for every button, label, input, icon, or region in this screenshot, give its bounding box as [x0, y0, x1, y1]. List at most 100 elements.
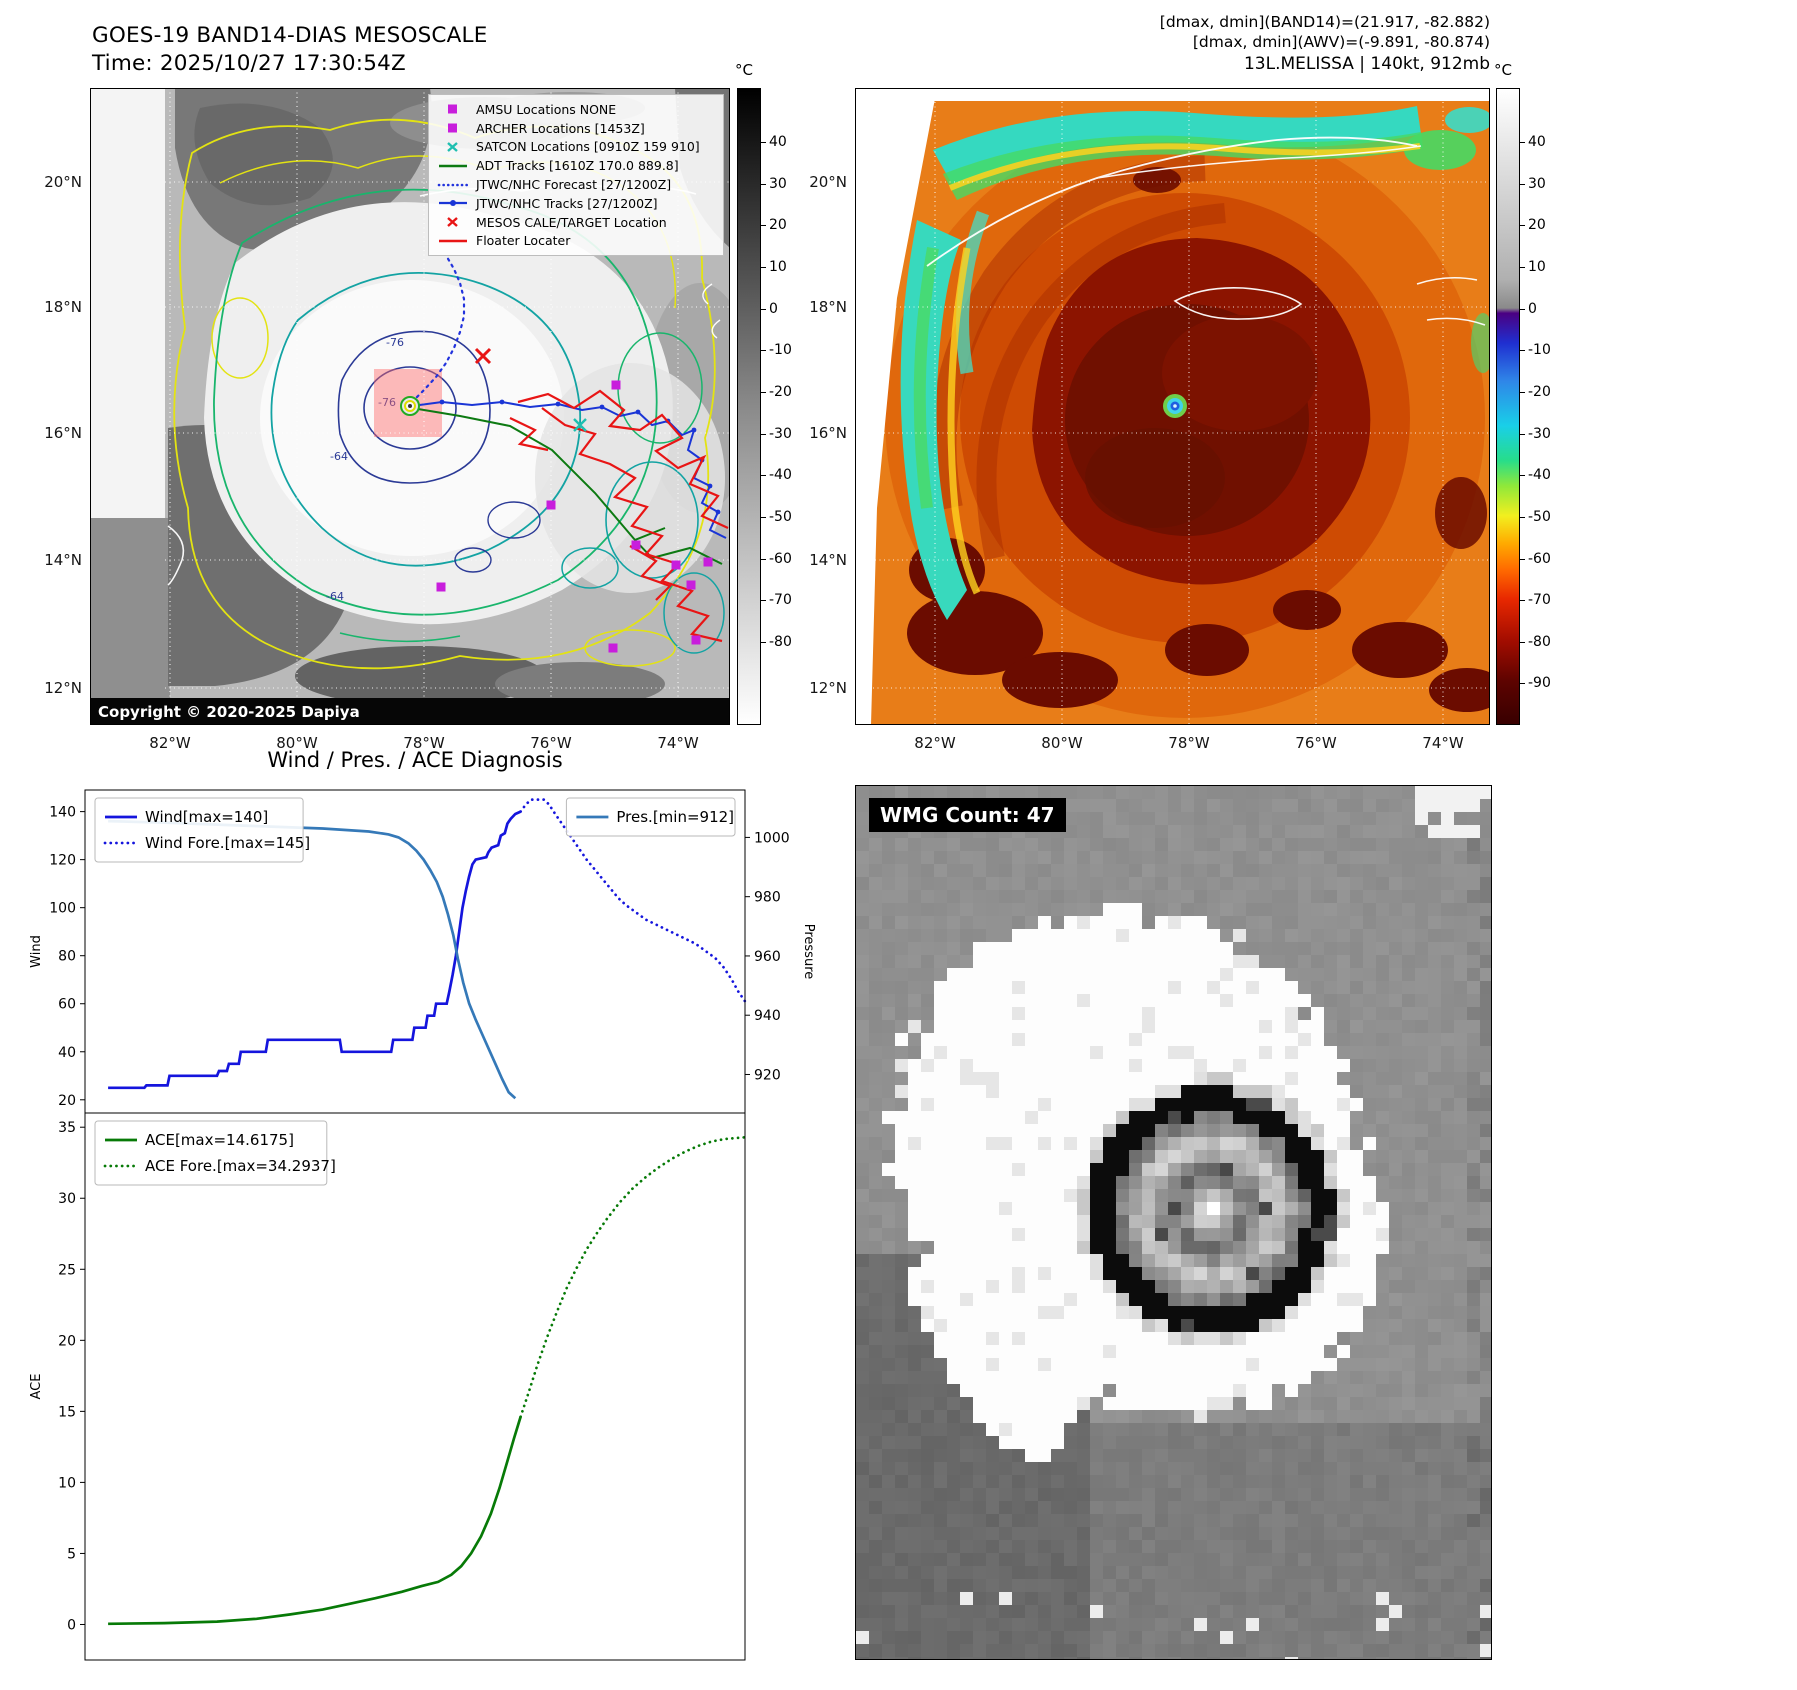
wmg-pixel: [1454, 812, 1467, 825]
wmg-pixel: [1259, 1527, 1272, 1540]
wmg-pixel: [1168, 1527, 1181, 1540]
wmg-pixel: [1259, 1449, 1272, 1462]
wmg-pixel: [1402, 968, 1415, 981]
wmg-pixel: [1389, 1332, 1402, 1345]
wmg-pixel: [1129, 1293, 1142, 1306]
wmg-pixel: [1103, 1423, 1116, 1436]
wmg-pixel: [973, 1397, 986, 1410]
wmg-pixel: [856, 1059, 869, 1072]
wmg-pixel: [1207, 1423, 1220, 1436]
wmg-pixel: [934, 1241, 947, 1254]
wmg-pixel: [1168, 1644, 1181, 1657]
wmg-pixel: [1337, 1553, 1350, 1566]
wmg-pixel: [1090, 1436, 1103, 1449]
wmg-pixel: [1454, 1059, 1467, 1072]
wmg-pixel: [1376, 890, 1389, 903]
colorbar-tick-label: 30: [769, 175, 787, 192]
wmg-pixel: [1389, 1423, 1402, 1436]
wmg-pixel: [1038, 1007, 1051, 1020]
wmg-pixel: [1298, 1306, 1311, 1319]
wmg-pixel: [1142, 994, 1155, 1007]
wmg-pixel: [1220, 1111, 1233, 1124]
wmg-pixel: [1311, 1267, 1324, 1280]
wmg-pixel: [1194, 1228, 1207, 1241]
wmg-pixel: [1246, 1176, 1259, 1189]
wmg-pixel: [1298, 1579, 1311, 1592]
colorbar-tick-label: -20: [769, 383, 792, 400]
wmg-pixel: [1246, 1254, 1259, 1267]
wmg-pixel: [1233, 851, 1246, 864]
wmg-pixel: [1155, 864, 1168, 877]
wmg-pixel: [1272, 812, 1285, 825]
wmg-pixel: [1350, 1189, 1363, 1202]
wmg-pixel: [1376, 1254, 1389, 1267]
wmg-pixel: [1129, 1085, 1142, 1098]
wmg-pixel: [986, 1241, 999, 1254]
wmg-pixel: [1311, 799, 1324, 812]
wmg-pixel: [921, 1280, 934, 1293]
contours-teal: [270, 271, 725, 654]
wmg-pixel: [1389, 1241, 1402, 1254]
wmg-pixel: [973, 1137, 986, 1150]
wmg-pixel: [1246, 916, 1259, 929]
wmg-pixel: [882, 1657, 895, 1659]
wmg-pixel: [1181, 1553, 1194, 1566]
wmg-pixel: [1142, 1423, 1155, 1436]
wmg-pixel: [1090, 955, 1103, 968]
wmg-pixel: [1311, 1033, 1324, 1046]
wmg-pixel: [1038, 1540, 1051, 1553]
map-legend-label: ARCHER Locations [1453Z]: [476, 120, 645, 136]
colorbar-tick-label: -40: [1528, 467, 1551, 484]
wmg-pixel: [1142, 851, 1155, 864]
wmg-pixel: [1090, 1475, 1103, 1488]
wmg-pixel: [1454, 1527, 1467, 1540]
wmg-pixel: [1155, 1293, 1168, 1306]
wmg-pixel: [1298, 1540, 1311, 1553]
wmg-pixel: [999, 1371, 1012, 1384]
wmg-pixel: [1207, 1540, 1220, 1553]
wmg-pixel: [1103, 916, 1116, 929]
y-tick-label: 35: [58, 1120, 76, 1136]
wmg-pixel: [921, 890, 934, 903]
wmg-pixel: [1324, 1475, 1337, 1488]
wmg-pixel: [999, 916, 1012, 929]
wmg-pixel: [1415, 890, 1428, 903]
wmg-pixel: [1077, 1124, 1090, 1137]
wmg-pixel: [1012, 1059, 1025, 1072]
wmg-pixel: [1376, 786, 1389, 799]
wmg-pixel: [908, 1397, 921, 1410]
map-legend-label: ADT Tracks [1610Z 170.0 889.8]: [476, 158, 679, 174]
wmg-pixel: [1233, 825, 1246, 838]
wmg-pixel: [1220, 838, 1233, 851]
wmg-pixel: [1103, 1293, 1116, 1306]
wmg-pixel: [1272, 1475, 1285, 1488]
wmg-pixel: [1103, 1644, 1116, 1657]
wmg-pixel: [1168, 1566, 1181, 1579]
wmg-pixel: [1415, 1189, 1428, 1202]
wmg-pixel: [1155, 1631, 1168, 1644]
wmg-pixel: [1064, 1462, 1077, 1475]
wmg-pixel: [999, 994, 1012, 1007]
wmg-pixel: [934, 981, 947, 994]
wmg-pixel: [869, 1540, 882, 1553]
wmg-pixel: [1064, 1345, 1077, 1358]
wmg-pixel: [895, 1085, 908, 1098]
wmg-pixel: [856, 942, 869, 955]
wmg-pixel: [1194, 1020, 1207, 1033]
wmg-pixel: [882, 877, 895, 890]
wmg-pixel: [1324, 825, 1337, 838]
wmg-pixel: [1207, 1410, 1220, 1423]
wmg-pixel: [1207, 942, 1220, 955]
wmg-pixel: [947, 1605, 960, 1618]
wmg-pixel: [921, 929, 934, 942]
colorbar-tick-label: -70: [769, 592, 792, 609]
wmg-pixel: [1129, 1137, 1142, 1150]
wmg-pixel: [1207, 1566, 1220, 1579]
wmg-pixel: [1311, 1475, 1324, 1488]
wmg-pixel: [882, 1241, 895, 1254]
wmg-pixel: [1402, 786, 1415, 799]
wmg-pixel: [1311, 1306, 1324, 1319]
wmg-pixel: [882, 1475, 895, 1488]
wmg-pixel: [1038, 851, 1051, 864]
wmg-pixel: [1233, 1345, 1246, 1358]
